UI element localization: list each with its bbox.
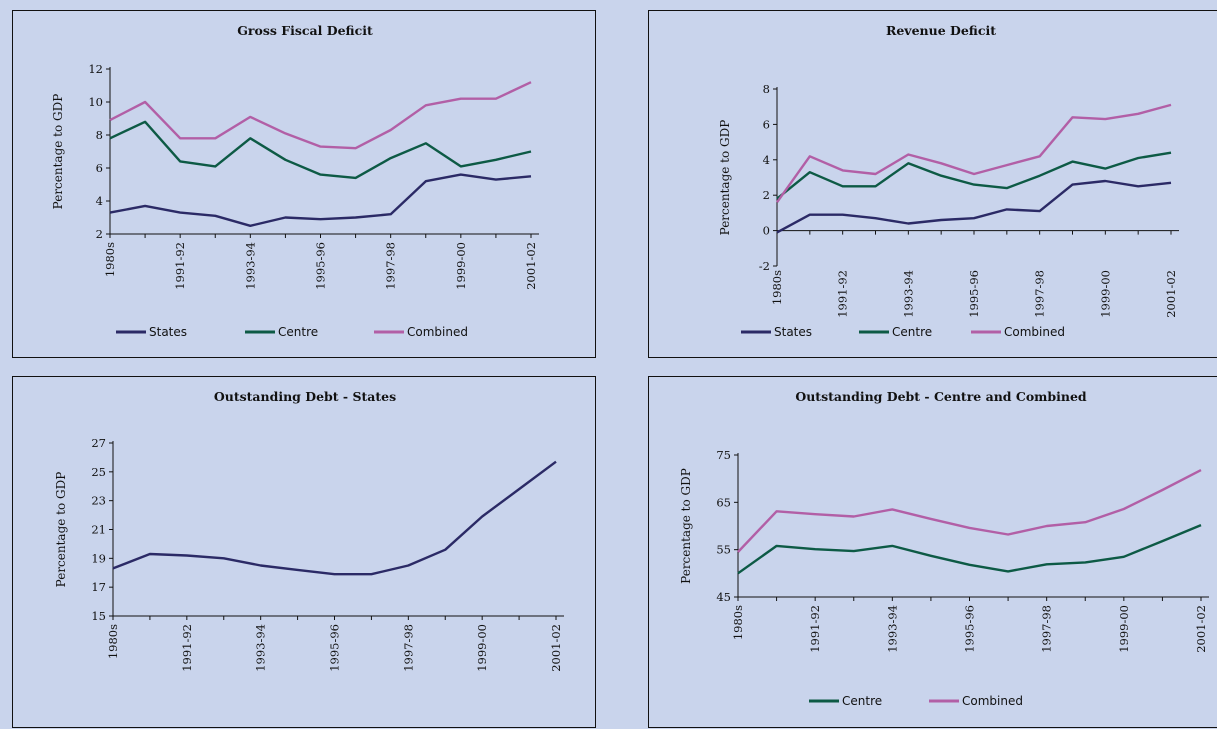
- chart-svg: Outstanding Debt - States Percentage to G…: [54, 389, 564, 672]
- y-tick-label: 12: [88, 62, 103, 76]
- x-tick-label: 1993-94: [254, 624, 268, 672]
- y-tick-label: 8: [96, 128, 103, 142]
- legend-label: Centre: [842, 694, 882, 708]
- legend-item-centre: Centre: [809, 694, 882, 708]
- legend-label: Combined: [962, 694, 1023, 708]
- x-tick-label: 1999-00: [1117, 605, 1131, 653]
- y-tick-label: 45: [716, 590, 731, 604]
- legend-label: Centre: [892, 325, 932, 339]
- y-tick-label: -2: [759, 259, 770, 273]
- y-tick-label: 55: [716, 543, 731, 557]
- legend-item-centre: Centre: [859, 325, 932, 339]
- x-tick-label: 1980s: [106, 624, 120, 659]
- chart-title: Outstanding Debt - Centre and Combined: [795, 389, 1087, 404]
- chart-revenue-deficit: Revenue Deficit Percentage to GDP -2 0 2 4 6 8 1…: [648, 10, 1217, 358]
- x-tick-label: 1997-98: [1033, 270, 1047, 318]
- legend-item-centre: Centre: [245, 325, 318, 339]
- x-tick-label: 1993-94: [243, 242, 257, 290]
- y-tick-label: 27: [91, 436, 106, 450]
- x-tick-label: 1991-92: [180, 624, 194, 672]
- y-axis-label: Percentage to GDP: [679, 468, 693, 584]
- series-line-combined: [737, 469, 1202, 553]
- chart-outstanding-debt-centre-combined: Outstanding Debt - Centre and Combined Pe…: [648, 376, 1217, 728]
- y-tick-label: 75: [716, 448, 731, 462]
- y-tick-label: 19: [91, 551, 106, 565]
- chart-svg: Outstanding Debt - Centre and Combined Pe…: [679, 389, 1209, 708]
- legend-item-states: States: [116, 325, 187, 339]
- series-line-states: [109, 173, 532, 228]
- y-tick-label: 6: [763, 117, 770, 131]
- x-tick-label: 1980s: [103, 242, 117, 277]
- legend-item-combined: Combined: [929, 694, 1023, 708]
- x-tick-label: 1980s: [770, 270, 784, 305]
- y-tick-label: 4: [96, 194, 103, 208]
- chart-svg: Revenue Deficit Percentage to GDP -2 0 2 4 6 8 1…: [718, 23, 1179, 339]
- x-tick-label: 1991-92: [173, 242, 187, 290]
- legend-item-combined: Combined: [374, 325, 468, 339]
- y-tick-label: 23: [91, 494, 106, 508]
- x-tick-label: 1999-00: [454, 242, 468, 290]
- legend-label: Centre: [278, 325, 318, 339]
- x-tick-label: 2001-02: [524, 242, 538, 290]
- y-tick-label: 17: [91, 580, 106, 594]
- legend-item-combined: Combined: [971, 325, 1065, 339]
- series-line-centre: [109, 120, 532, 180]
- x-tick-label: 1999-00: [1098, 270, 1112, 318]
- x-tick-label: 1999-00: [475, 624, 489, 672]
- legend-label: States: [774, 325, 812, 339]
- series-line-states-debt: [112, 460, 557, 576]
- series-line-combined: [776, 103, 1172, 203]
- chart-svg: Gross Fiscal Deficit Percentage to GDP 2 4 6…: [51, 23, 539, 339]
- chart-gross-fiscal-deficit: Gross Fiscal Deficit Percentage to GDP 2 4 6…: [12, 10, 596, 358]
- x-tick-label: 1980s: [731, 605, 745, 640]
- y-tick-label: 21: [91, 523, 106, 537]
- chart-title: Revenue Deficit: [886, 23, 996, 38]
- x-tick-label: 1995-96: [314, 242, 328, 290]
- x-tick-label: 1997-98: [1040, 605, 1054, 653]
- x-tick-label: 2001-02: [1194, 605, 1208, 653]
- legend-label: States: [149, 325, 187, 339]
- y-tick-label: 8: [763, 82, 770, 96]
- legend-label: Combined: [1004, 325, 1065, 339]
- x-tick-label: 2001-02: [549, 624, 563, 672]
- y-tick-label: 25: [91, 465, 106, 479]
- y-tick-label: 15: [91, 609, 106, 623]
- series-line-combined: [109, 81, 532, 150]
- x-tick-label: 1993-94: [901, 270, 915, 318]
- x-tick-label: 1991-92: [836, 270, 850, 318]
- chart-outstanding-debt-states: Outstanding Debt - States Percentage to G…: [12, 376, 596, 728]
- x-tick-label: 1995-96: [967, 270, 981, 318]
- chart-title: Gross Fiscal Deficit: [237, 23, 373, 38]
- series-line-centre: [737, 523, 1202, 575]
- y-axis-label: Percentage to GDP: [51, 94, 65, 210]
- x-tick-label: 1997-98: [384, 242, 398, 290]
- x-tick-label: 1995-96: [963, 605, 977, 653]
- x-tick-label: 1997-98: [401, 624, 415, 672]
- series-line-centre: [776, 151, 1172, 200]
- legend-label: Combined: [407, 325, 468, 339]
- y-tick-label: 65: [716, 495, 731, 509]
- legend-item-states: States: [741, 325, 812, 339]
- y-tick-label: 10: [88, 95, 103, 109]
- y-tick-label: 0: [763, 224, 770, 238]
- series-line-states: [776, 179, 1172, 234]
- x-tick-label: 2001-02: [1164, 270, 1178, 318]
- x-tick-label: 1995-96: [328, 624, 342, 672]
- y-tick-label: 6: [96, 161, 103, 175]
- y-tick-label: 2: [96, 227, 103, 241]
- chart-title: Outstanding Debt - States: [214, 389, 396, 404]
- y-axis-label: Percentage to GDP: [718, 120, 732, 236]
- y-tick-label: 4: [763, 153, 770, 167]
- x-tick-label: 1991-92: [808, 605, 822, 653]
- x-tick-label: 1993-94: [885, 605, 899, 653]
- y-tick-label: 2: [763, 188, 770, 202]
- y-axis-label: Percentage to GDP: [54, 472, 68, 588]
